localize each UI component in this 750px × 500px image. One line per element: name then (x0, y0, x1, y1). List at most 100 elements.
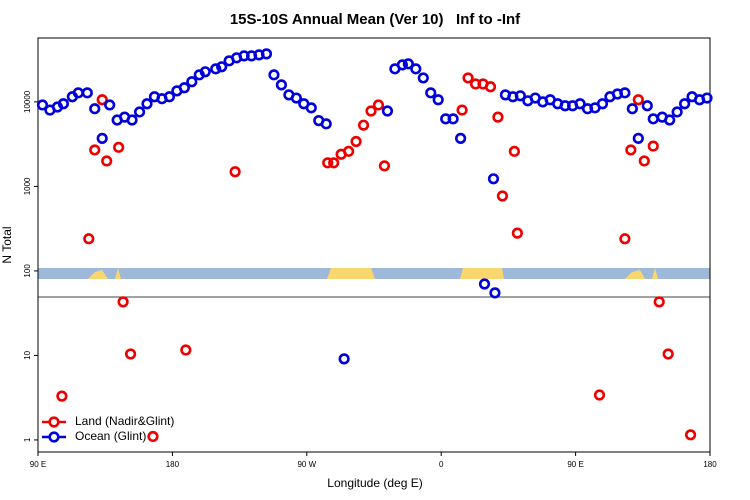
y-tick-label: 1 (23, 437, 32, 442)
point (632, 94, 644, 106)
point (338, 353, 350, 365)
point (456, 104, 468, 116)
point (417, 72, 429, 84)
plot-frame (37, 37, 711, 453)
point (101, 155, 113, 167)
point (487, 173, 500, 185)
point (268, 69, 280, 81)
point (593, 389, 606, 401)
point (619, 87, 631, 99)
point (455, 132, 467, 144)
x-tick-label: 0 (439, 460, 444, 469)
point (402, 58, 414, 70)
y-axis-label: N Total (0, 226, 14, 263)
point (396, 59, 408, 71)
point (357, 119, 370, 131)
point (410, 63, 422, 75)
point (133, 106, 146, 118)
point (679, 98, 691, 110)
point (496, 190, 509, 202)
point (647, 140, 659, 152)
point (625, 144, 637, 156)
point (378, 160, 391, 172)
point (328, 157, 340, 169)
x-axis-label: Longitude (deg E) (327, 476, 422, 490)
point (186, 76, 198, 88)
legend-marker (48, 416, 60, 428)
x-tick-label: 90 E (30, 460, 46, 469)
point (647, 113, 659, 125)
point (381, 105, 394, 117)
point (489, 287, 501, 299)
x-tick-label: 90 W (297, 460, 316, 469)
point (216, 61, 228, 73)
point (57, 98, 69, 110)
point (96, 132, 108, 144)
point (320, 118, 332, 130)
point (619, 233, 631, 245)
point (141, 98, 153, 110)
point (701, 92, 713, 104)
point (210, 63, 222, 75)
point (147, 430, 159, 443)
x-tick-label: 180 (166, 460, 180, 469)
point (574, 98, 586, 110)
point (653, 296, 665, 308)
land-patch (625, 270, 645, 279)
point (199, 66, 211, 78)
point (372, 99, 385, 111)
x-tick-label: 180 (703, 460, 717, 469)
y-tick-label: 100 (23, 264, 32, 278)
point (260, 48, 273, 60)
y-tick-label: 1000 (23, 177, 32, 195)
point (350, 135, 362, 148)
chart-title: 15S-10S Annual Mean (Ver 10) Inf to -Inf (230, 11, 521, 28)
point (178, 82, 190, 94)
point (638, 155, 650, 167)
surface-strip (38, 268, 710, 279)
legend-label: Ocean (Glint) (75, 429, 146, 443)
point (322, 157, 334, 169)
land-patch (327, 268, 375, 279)
ocean-strip (38, 268, 710, 279)
legend-marker (48, 431, 60, 443)
point (343, 145, 355, 157)
land-patch (652, 268, 658, 279)
land-patch (115, 268, 121, 279)
point (508, 145, 520, 157)
point (671, 106, 683, 118)
point (596, 98, 609, 110)
point (626, 103, 638, 115)
point (81, 87, 93, 99)
point (113, 141, 125, 153)
point (290, 92, 302, 104)
point (664, 114, 676, 126)
point (447, 113, 459, 125)
point (478, 278, 491, 290)
point (365, 105, 377, 117)
point (305, 102, 317, 114)
point (89, 144, 101, 156)
point (484, 81, 497, 93)
y-tick-label: 10000 (23, 90, 32, 113)
point (229, 166, 241, 178)
point (56, 390, 68, 402)
point (462, 72, 474, 84)
point (104, 99, 116, 111)
point (511, 227, 523, 239)
point (275, 79, 288, 91)
point (180, 344, 192, 356)
point (117, 296, 129, 308)
point (163, 91, 176, 103)
point (126, 114, 138, 126)
land-patch (88, 270, 108, 279)
point (514, 90, 526, 102)
point (632, 132, 644, 144)
point (425, 87, 437, 99)
point (641, 100, 653, 112)
point (72, 87, 84, 99)
x-tick-label: 90 E (567, 460, 583, 469)
point (124, 348, 137, 360)
point (83, 233, 95, 245)
